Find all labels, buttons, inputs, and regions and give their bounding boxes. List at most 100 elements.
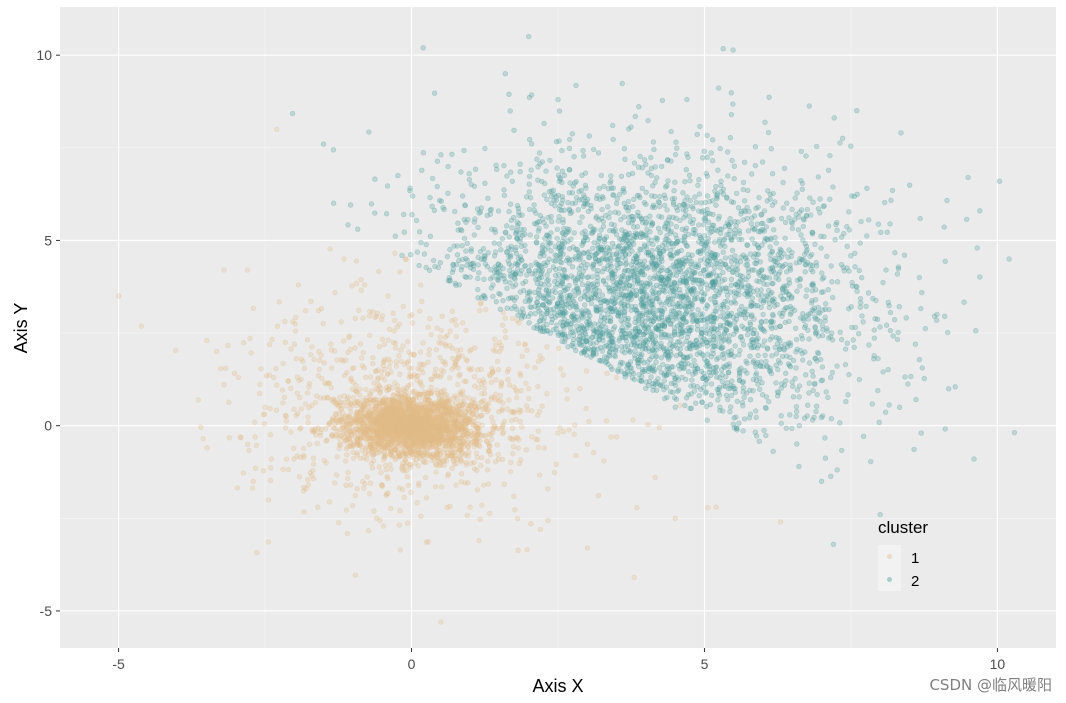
cluster-1-point [528,520,534,527]
cluster-2-point [818,245,824,251]
cluster-2-point [728,111,735,118]
cluster-1-point [334,454,340,460]
cluster-1-point [357,436,364,443]
cluster-2-point [812,355,819,362]
cluster-1-point [535,444,542,451]
cluster-2-point [780,296,786,302]
cluster-1-point [433,469,439,475]
cluster-1-point [510,450,516,457]
cluster-1-point [357,455,363,462]
cluster-1-point [584,545,590,551]
cluster-1-point [453,419,460,426]
cluster-2-point [716,335,723,341]
cluster-2-point [708,381,715,387]
cluster-1-point [301,454,307,461]
cluster-2-point [732,343,738,349]
cluster-1-point [424,400,430,407]
cluster-2-point [521,227,527,233]
cluster-2-point [902,374,908,380]
cluster-1-point [347,482,354,488]
cluster-1-point [399,449,405,456]
cluster-1-point [291,406,297,412]
cluster-1-point [425,390,431,397]
cluster-1-point [367,438,373,444]
cluster-1-point [494,358,501,365]
cluster-1-point [383,467,389,473]
cluster-1-point [442,359,448,365]
cluster-1-point [455,381,461,388]
cluster-1-point [428,376,434,382]
cluster-2-point [793,404,800,410]
cluster-2-point [795,227,802,233]
cluster-2-point [685,154,691,161]
cluster-1-point [473,441,480,447]
cluster-1-point [376,268,382,275]
cluster-1-point [388,416,395,422]
cluster-1-point [341,393,347,399]
cluster-2-point [515,312,521,318]
cluster-2-point [459,193,466,199]
cluster-1-point [440,458,446,464]
cluster-2-point [842,346,849,352]
cluster-2-point [727,409,733,415]
cluster-2-point [846,268,852,274]
cluster-1-point [446,428,453,434]
cluster-1-point [545,486,551,492]
cluster-1-point [390,437,396,443]
cluster-1-point [318,352,324,358]
cluster-2-point [694,351,700,357]
cluster-2-point [777,269,783,275]
cluster-1-point [398,358,404,365]
cluster-2-point [736,420,742,426]
cluster-2-point [580,147,586,154]
cluster-1-point [421,422,427,428]
cluster-1-point [293,356,299,362]
cluster-1-point [469,431,475,437]
cluster-1-point [385,293,391,299]
cluster-2-point [961,299,967,305]
cluster-1-point [280,400,286,406]
cluster-2-point [807,212,814,218]
cluster-2-point [508,217,514,224]
cluster-1-point [422,422,428,428]
cluster-2-point [556,108,563,114]
cluster-2-point [854,191,860,198]
cluster-1-point [424,412,430,418]
cluster-1-point [370,309,376,315]
cluster-2-point [739,323,745,329]
cluster-2-point [720,45,726,52]
cluster-1-point [297,395,303,401]
cluster-1-point [308,298,314,304]
cluster-2-point [372,210,378,216]
cluster-1-point [328,347,335,353]
cluster-2-point [625,220,632,226]
cluster-1-point [195,397,202,403]
cluster-2-point [693,199,699,206]
cluster-1-point [421,444,427,451]
cluster-1-point [536,472,543,478]
cluster-1-point [455,365,461,371]
cluster-1-point [302,308,309,314]
cluster-1-point [316,366,322,373]
cluster-2-point [852,324,858,331]
cluster-1-point [444,427,450,433]
cluster-2-point [824,253,830,260]
cluster-2-point [719,378,726,385]
cluster-2-point [511,127,517,134]
cluster-1-point [352,315,358,322]
cluster-2-point [595,346,601,352]
cluster-1-point [361,430,367,436]
cluster-1-point [379,336,385,342]
cluster-1-point [288,346,294,352]
cluster-1-point [413,411,419,417]
cluster-1-point [471,466,478,472]
cluster-1-point [405,396,412,402]
cluster-2-point [749,236,755,242]
cluster-2-point [827,374,834,381]
cluster-1-point [397,416,403,422]
cluster-1-point [334,357,340,363]
cluster-1-point [584,441,590,447]
cluster-1-point [452,405,458,411]
cluster-1-point [427,443,434,450]
cluster-1-point [350,502,356,509]
